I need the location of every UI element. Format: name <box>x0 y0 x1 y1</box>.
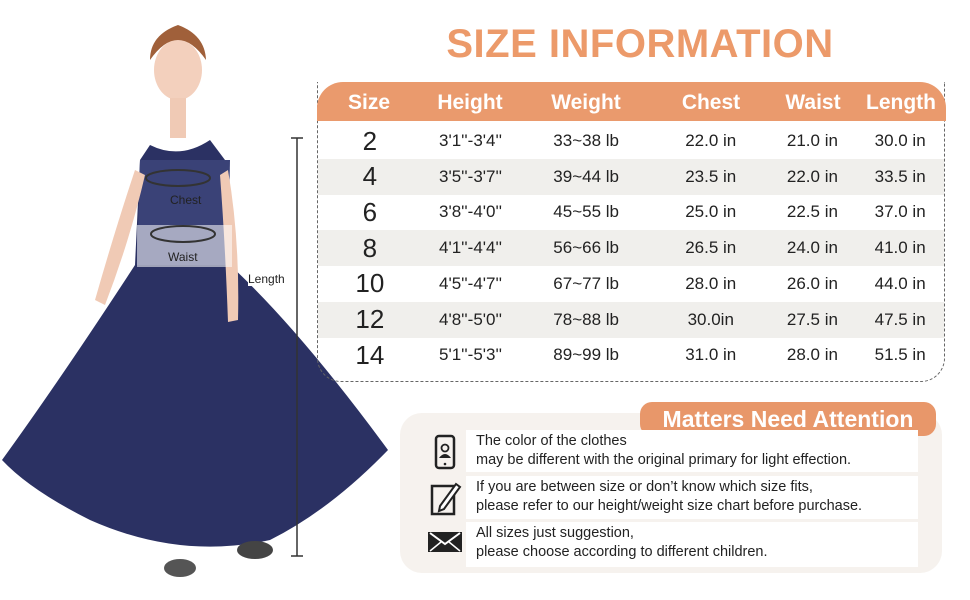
cell-weight: 78~88 lb <box>553 309 619 329</box>
cell-length: 33.5 in <box>874 166 926 186</box>
waist-label: Waist <box>168 250 198 264</box>
header-weight: Weight <box>551 91 621 114</box>
cell-height: 3'8''-4'0'' <box>439 202 502 222</box>
attention-line: please choose according to different chi… <box>476 544 768 560</box>
cell-waist: 28.0 in <box>786 345 838 365</box>
attention-line: please refer to our height/weight size c… <box>476 498 863 514</box>
cell-length: 41.0 in <box>874 238 926 258</box>
cell-size: 2 <box>362 125 378 156</box>
cell-weight: 45~55 lb <box>553 202 619 222</box>
attention-item: If you are between size or don’t know wh… <box>466 476 918 519</box>
length-label: Length <box>248 272 285 286</box>
attention-line: All sizes just suggestion, <box>476 525 634 541</box>
cell-size: 8 <box>362 232 378 263</box>
attention-line: may be different with the original prima… <box>476 452 852 468</box>
attention-line: The color of the clothes <box>476 433 627 449</box>
cell-waist: 24.0 in <box>786 238 838 258</box>
cell-waist: 22.0 in <box>786 166 838 186</box>
header-size: Size <box>347 91 391 114</box>
cell-weight: 89~99 lb <box>553 345 619 365</box>
cell-size: 6 <box>362 196 378 227</box>
chest-label: Chest <box>170 193 202 207</box>
table-row: 12 4'8''-5'0'' 78~88 lb 30.0in 27.5 in 47.5 i… <box>318 301 944 338</box>
attention-item: All sizes just suggestion, please choose… <box>466 522 918 567</box>
cell-size: 12 <box>355 304 385 334</box>
cell-size: 10 <box>355 268 385 299</box>
length-line <box>291 137 303 557</box>
cell-weight: 33~38 lb <box>553 131 619 150</box>
table-header: Size Height Weight Chest Waist Length <box>317 82 946 121</box>
cell-weight: 56~66 lb <box>553 238 619 258</box>
cell-waist: 22.5 in <box>786 202 838 222</box>
cell-waist: 26.0 in <box>786 273 838 293</box>
table-row: 2 3'1''-3'4'' 33~38 lb 22.0 in 21.0 in 30.0 i… <box>318 123 944 159</box>
table-row: 6 3'8''-4'0'' 45~55 lb 25.0 in 22.5 in 37.0 i… <box>318 194 944 230</box>
cell-chest: 25.0 in <box>685 202 737 222</box>
table-row: 4 3'5''-3'7'' 39~44 lb 23.5 in 22.0 in 33.5 i… <box>318 158 944 195</box>
cell-size: 14 <box>355 339 385 370</box>
cell-height: 4'1''-4'4'' <box>439 238 502 258</box>
cell-size: 4 <box>362 161 378 192</box>
cell-waist: 27.5 in <box>786 309 838 329</box>
header-length: Length <box>866 91 936 114</box>
phone-icon <box>428 434 462 470</box>
attention-line: If you are between size or don’t know wh… <box>476 479 813 495</box>
table-row: 14 5'1''-5'3'' 89~99 lb 31.0 in 28.0 in 51.5 … <box>318 337 944 373</box>
waist-measure-icon <box>150 225 216 243</box>
cell-length: 30.0 in <box>874 131 926 150</box>
cell-chest: 23.5 in <box>685 166 737 186</box>
cell-height: 3'5''-3'7'' <box>439 166 502 186</box>
chest-measure-icon <box>145 169 211 187</box>
cell-chest: 26.5 in <box>685 238 737 258</box>
cell-height: 4'8''-5'0'' <box>439 309 502 329</box>
cell-chest: 31.0 in <box>685 345 737 365</box>
envelope-icon <box>428 530 462 566</box>
header-chest: Chest <box>681 91 741 114</box>
cell-waist: 21.0 in <box>786 131 838 150</box>
table-row: 10 4'5''-4'7'' 67~77 lb 28.0 in 26.0 in 44.0 … <box>318 266 944 302</box>
header-height: Height <box>437 91 503 114</box>
cell-length: 51.5 in <box>874 345 926 365</box>
cell-chest: 30.0in <box>687 309 734 329</box>
cell-length: 44.0 in <box>874 273 926 293</box>
head <box>154 40 202 100</box>
cell-length: 47.5 in <box>874 309 926 329</box>
cell-height: 5'1''-5'3'' <box>439 345 502 365</box>
attention-item: The color of the clothes may be differen… <box>466 430 918 472</box>
cell-length: 37.0 in <box>874 202 926 222</box>
cell-chest: 22.0 in <box>685 131 737 150</box>
table-row: 8 4'1''-4'4'' 56~66 lb 26.5 in 24.0 in 41.0 i… <box>318 230 944 267</box>
ruler-icon <box>428 480 462 516</box>
cell-weight: 67~77 lb <box>553 273 619 293</box>
cell-height: 4'5''-4'7'' <box>439 273 502 293</box>
cell-weight: 39~44 lb <box>553 166 619 186</box>
model-figure <box>2 25 388 577</box>
cell-chest: 28.0 in <box>685 273 737 293</box>
header-waist: Waist <box>785 91 841 114</box>
cell-height: 3'1''-3'4'' <box>439 131 502 150</box>
page-title: SIZE INFORMATION <box>446 22 834 66</box>
